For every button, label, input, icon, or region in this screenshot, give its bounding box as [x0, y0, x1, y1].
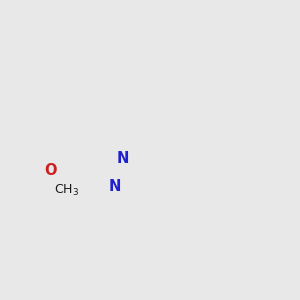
Text: CH$_3$: CH$_3$: [54, 183, 79, 198]
Text: N: N: [116, 151, 129, 166]
Text: N: N: [109, 179, 122, 194]
Text: O: O: [45, 164, 57, 178]
